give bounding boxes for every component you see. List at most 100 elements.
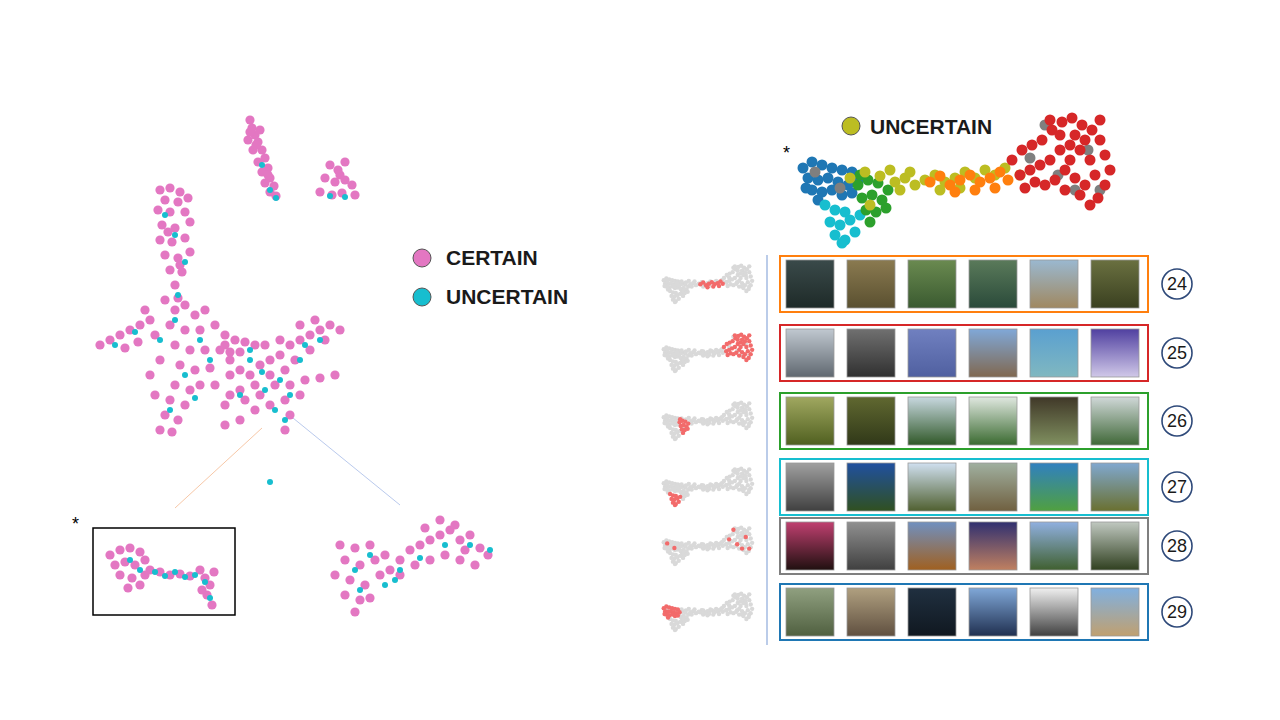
point xyxy=(267,479,273,485)
thumbnail xyxy=(1030,397,1078,445)
mini-point-highlight xyxy=(735,542,739,546)
point xyxy=(123,583,132,592)
point xyxy=(247,357,253,363)
point xyxy=(170,280,179,289)
mini-point xyxy=(733,592,737,596)
point xyxy=(167,407,173,413)
mini-map xyxy=(662,264,755,305)
mini-point xyxy=(679,541,683,545)
point xyxy=(155,425,164,434)
mini-point xyxy=(747,467,751,471)
point xyxy=(255,125,264,134)
point xyxy=(182,259,188,265)
point xyxy=(140,305,149,314)
thumbnail xyxy=(969,397,1017,445)
point xyxy=(365,540,374,549)
point xyxy=(950,187,961,198)
point xyxy=(1080,180,1091,191)
mini-point xyxy=(681,556,685,560)
point xyxy=(280,365,289,374)
mini-point xyxy=(750,482,754,486)
point xyxy=(910,180,921,191)
point xyxy=(347,180,356,189)
point xyxy=(262,387,268,393)
legend: CERTAINUNCERTAIN xyxy=(413,246,568,308)
inset-box xyxy=(93,528,235,615)
point xyxy=(287,392,293,398)
thumbnail xyxy=(786,588,834,636)
thumbnail xyxy=(847,522,895,570)
thumbnail xyxy=(908,588,956,636)
cluster-id: 26 xyxy=(1167,411,1187,431)
point xyxy=(1027,140,1038,151)
mini-point xyxy=(687,279,691,283)
point xyxy=(1045,155,1056,166)
thumbnail xyxy=(908,260,956,308)
mini-point xyxy=(673,437,677,441)
mini-point-highlight xyxy=(747,546,751,550)
mini-point xyxy=(748,602,752,606)
point xyxy=(153,205,162,214)
point xyxy=(167,427,176,436)
point xyxy=(1080,135,1091,146)
point xyxy=(192,572,198,578)
mini-point xyxy=(673,369,677,373)
point xyxy=(320,173,329,182)
point xyxy=(173,197,182,206)
mini-point-highlight xyxy=(747,339,751,343)
point xyxy=(355,595,364,604)
point xyxy=(823,173,834,184)
point xyxy=(1055,130,1066,141)
mini-point xyxy=(705,488,709,492)
point xyxy=(225,347,234,356)
point xyxy=(985,173,996,184)
thumbnail xyxy=(1030,329,1078,377)
point xyxy=(120,343,129,352)
point xyxy=(243,135,252,144)
thumbnail xyxy=(847,463,895,511)
legend-label: UNCERTAIN xyxy=(870,115,992,138)
thumbnail xyxy=(908,329,956,377)
mini-point-highlight xyxy=(737,353,741,357)
point xyxy=(1055,145,1066,156)
point xyxy=(182,574,188,580)
point xyxy=(1040,180,1051,191)
point xyxy=(195,380,204,389)
mini-point xyxy=(717,353,721,357)
point xyxy=(1017,145,1028,156)
point xyxy=(1015,170,1026,181)
mini-point xyxy=(681,289,685,293)
point xyxy=(273,195,279,201)
thumbnail xyxy=(1091,463,1139,511)
plot-points xyxy=(798,113,1116,249)
point xyxy=(297,357,303,363)
point xyxy=(170,380,179,389)
point xyxy=(835,183,846,194)
mini-point xyxy=(685,359,689,363)
point xyxy=(259,162,265,168)
point xyxy=(220,400,229,409)
mini-point xyxy=(738,538,742,542)
point xyxy=(990,183,1001,194)
point xyxy=(405,545,414,554)
mini-point-highlight xyxy=(733,333,737,337)
point xyxy=(185,385,194,394)
point xyxy=(330,370,339,379)
point xyxy=(350,190,359,199)
mini-point xyxy=(733,264,737,268)
row-box xyxy=(780,325,1148,381)
point xyxy=(207,357,213,363)
point xyxy=(380,550,389,559)
point xyxy=(305,330,314,339)
point xyxy=(392,577,398,583)
point xyxy=(865,200,876,211)
mini-point xyxy=(747,264,751,268)
mini-point-highlight xyxy=(678,417,682,421)
point xyxy=(350,543,359,552)
mini-point xyxy=(681,363,685,367)
thumbnail xyxy=(908,522,956,570)
mini-point-highlight xyxy=(662,612,666,616)
point xyxy=(1100,180,1111,191)
point xyxy=(205,363,214,372)
point xyxy=(905,167,916,178)
